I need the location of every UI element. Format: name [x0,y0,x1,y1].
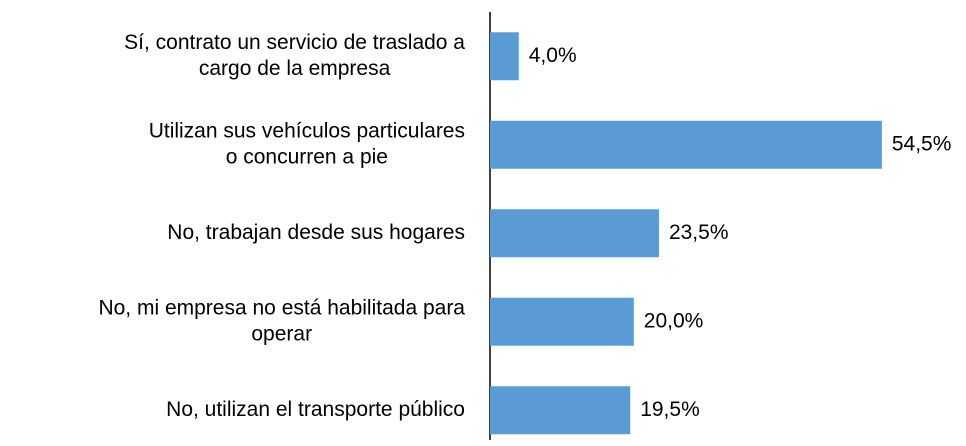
category-label: o concurren a pie [226,145,388,168]
value-label: 19,5% [640,398,700,421]
bar [490,120,882,169]
bar [490,209,659,258]
value-label: 20,0% [644,309,704,332]
category-label: Sí, contrato un servicio de traslado a [124,31,465,54]
category-label: operar [251,322,312,345]
category-label: No, utilizan el transporte público [166,398,465,421]
bar [490,297,634,346]
bar [490,386,631,435]
bar [490,32,519,81]
category-label: No, trabajan desde sus hogares [167,221,465,244]
value-label: 54,5% [892,132,952,155]
category-label: No, mi empresa no está habilitada para [98,296,465,319]
value-label: 4,0% [529,44,577,67]
category-label: Utilizan sus vehículos particulares [149,119,465,142]
category-label: cargo de la empresa [199,57,391,80]
value-label: 23,5% [669,221,729,244]
